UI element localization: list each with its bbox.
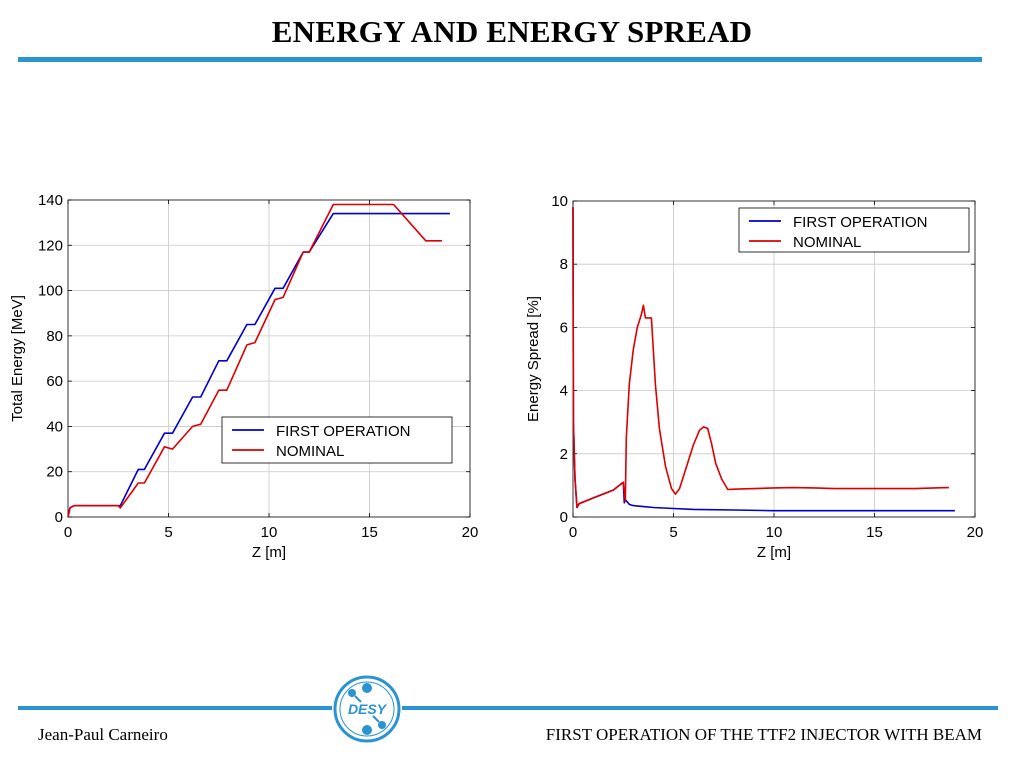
energy-spread-chart: 0 5 10 15 20 0 2 4 6 8 10 Z [m] Energy Spread [%] FIR… [525, 193, 983, 561]
x-axis-label: Z [m] [252, 544, 286, 561]
footer-divider-left [18, 706, 332, 710]
x-tick-label: 15 [866, 524, 883, 541]
y-tick-label: 120 [38, 237, 63, 254]
x-tick-label: 0 [64, 524, 72, 541]
footer-divider-right [402, 706, 998, 710]
x-tick-label: 20 [967, 524, 984, 541]
page-title: ENERGY AND ENERGY SPREAD [271, 14, 753, 49]
legend-box [221, 416, 453, 464]
x-tick-label: 0 [569, 524, 577, 541]
legend-box [738, 207, 970, 253]
x-tick-label: 5 [164, 524, 172, 541]
x-tick-label: 20 [462, 524, 479, 541]
footer-presentation-title: FIRST OPERATION OF THE TTF2 INJECTOR WIT… [545, 725, 982, 744]
total-energy-chart: 0 5 10 15 20 0 20 40 60 80 100 120 140 Z [m] Total Ene… [9, 192, 478, 561]
legend-entry: NOMINAL [276, 443, 344, 460]
y-tick-label: 140 [38, 192, 63, 209]
y-tick-label: 0 [55, 509, 63, 526]
x-axis-label: Z [m] [757, 544, 791, 561]
legend-entry: FIRST OPERATION [276, 423, 410, 440]
y-tick-label: 20 [46, 464, 63, 481]
y-axis-label: Energy Spread [%] [525, 296, 542, 422]
y-axis-label: Total Energy [MeV] [9, 295, 26, 422]
y-tick-label: 6 [560, 319, 568, 336]
series-line-first-operation [572, 207, 955, 512]
x-tick-label: 5 [669, 524, 677, 541]
y-tick-label: 0 [560, 509, 568, 526]
title-divider [18, 57, 982, 62]
logo-text: DESY [348, 701, 388, 717]
x-tick-label: 10 [261, 524, 278, 541]
y-tick-label: 60 [46, 373, 63, 390]
footer-author: Jean-Paul Carneiro [38, 725, 168, 744]
x-tick-label: 15 [361, 524, 378, 541]
series-line-nominal [572, 207, 949, 509]
y-tick-label: 10 [551, 193, 568, 210]
y-tick-label: 8 [560, 256, 568, 273]
y-tick-label: 40 [46, 418, 63, 435]
desy-logo: DESY [333, 675, 401, 743]
y-tick-label: 4 [560, 383, 568, 400]
series-line-nominal [67, 203, 442, 518]
legend-entry: FIRST OPERATION [793, 214, 927, 231]
y-tick-label: 2 [560, 446, 568, 463]
y-tick-label: 100 [38, 283, 63, 300]
x-tick-label: 10 [766, 524, 783, 541]
legend-entry: NOMINAL [793, 234, 861, 251]
y-tick-label: 80 [46, 328, 63, 345]
